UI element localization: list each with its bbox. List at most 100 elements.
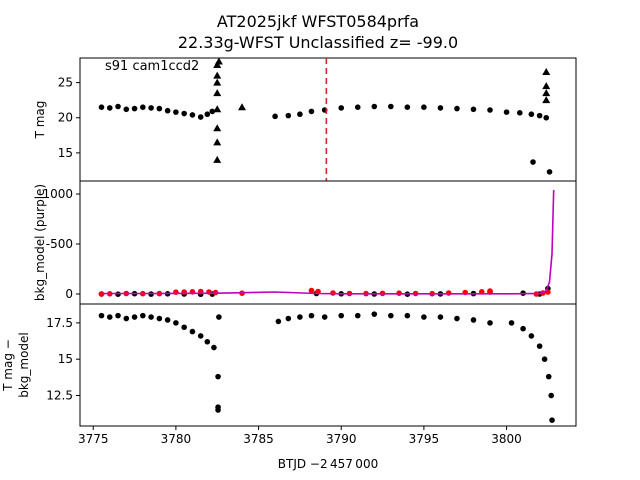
panel-3-data-point bbox=[548, 392, 554, 399]
panel-3-data-point bbox=[528, 333, 535, 339]
x-tick-label: 3795 bbox=[409, 432, 440, 446]
panel-1-data-point bbox=[209, 108, 216, 115]
panel-1-data-point bbox=[516, 110, 523, 116]
panel-1-data-point bbox=[148, 105, 154, 111]
panel-3-data-point bbox=[437, 314, 444, 320]
panel-3-y-tick-label: 17.5 bbox=[46, 316, 73, 330]
panel-3-data-point bbox=[156, 315, 163, 322]
panel-3-data-point bbox=[115, 312, 121, 319]
panel-1-data-point bbox=[98, 104, 105, 110]
panel-2-data-point bbox=[98, 291, 105, 297]
panel-1-triangle-point bbox=[213, 71, 222, 79]
panel-1-data-point bbox=[140, 104, 146, 110]
panel-1-data-point bbox=[503, 109, 510, 115]
panel-3-data-point bbox=[123, 315, 130, 322]
panel-3-data-point bbox=[148, 314, 154, 320]
panel-3-data-point bbox=[454, 315, 460, 322]
panel-1-data-point bbox=[536, 112, 543, 119]
panel-2-frame bbox=[79, 180, 577, 305]
panel-3-data-point bbox=[106, 314, 113, 320]
panel-1-data-point bbox=[454, 105, 460, 112]
panel-2-y-tick-label: -1000 bbox=[38, 187, 73, 201]
panel-3-data-point bbox=[354, 312, 361, 319]
chart-title: AT2025jkf WFST0584prfa bbox=[217, 12, 419, 31]
panel-3-data-point bbox=[189, 328, 196, 335]
panel-1-data-point bbox=[115, 103, 121, 110]
panel-1-data-point bbox=[123, 106, 130, 113]
panel-3-data-point bbox=[297, 314, 303, 320]
panel-3-y-tick-label: 12.5 bbox=[46, 389, 73, 403]
panel-1-data-point bbox=[371, 103, 378, 110]
panel-1-data-point bbox=[338, 105, 345, 111]
panel-1-triangle-point bbox=[213, 155, 222, 163]
panel-1-frame bbox=[79, 57, 577, 182]
panel-3-data-point bbox=[338, 312, 345, 319]
panel-3-data-point bbox=[388, 312, 394, 319]
panel-1-data-point bbox=[297, 111, 303, 118]
x-tick-label: 3800 bbox=[491, 432, 522, 446]
panel-3-data-point bbox=[216, 314, 222, 320]
panel-1-data-point bbox=[164, 107, 171, 114]
field-annotation: s91 cam1ccd2 bbox=[105, 59, 199, 74]
panel-1-data-point bbox=[204, 111, 211, 118]
panel-3-data-point bbox=[98, 312, 105, 319]
panel-3-data-point bbox=[140, 312, 146, 319]
panel-1-triangle-point bbox=[542, 82, 551, 90]
panel-3-data-point bbox=[321, 314, 328, 320]
panel-3-data-point bbox=[197, 333, 204, 339]
panel-1-triangle-point bbox=[542, 96, 551, 104]
panel-3-data-point bbox=[536, 343, 543, 349]
panel-2-data-point bbox=[487, 288, 493, 294]
panel-3-data-point bbox=[204, 338, 211, 345]
x-tick-label: 3780 bbox=[161, 432, 192, 446]
panel-1-data-point bbox=[487, 107, 493, 113]
x-tick-label: 3775 bbox=[78, 432, 109, 446]
panel-1-triangle-point bbox=[213, 89, 222, 97]
panel-1-data-point bbox=[308, 108, 315, 115]
panel-3-y-axis-label: T mag − bbox=[1, 339, 15, 392]
panel-1-data-point bbox=[388, 103, 394, 110]
panel-1-y-axis-label: T mag bbox=[33, 101, 47, 140]
panel-3-y-axis-label: bkg_model bbox=[17, 332, 31, 398]
panel-3-data-point bbox=[470, 317, 477, 323]
panel-2-model-line bbox=[101, 189, 555, 295]
panel-1-triangle-point bbox=[213, 78, 222, 86]
panel-3-data-point bbox=[541, 356, 548, 362]
panel-2-y-axis-label: bkg_model (purple) bbox=[33, 184, 47, 301]
panel-1-data-point bbox=[272, 113, 278, 120]
panel-3-data-point bbox=[421, 314, 427, 320]
panel-3-data-point bbox=[275, 318, 282, 325]
panel-1-data-point bbox=[421, 104, 427, 110]
panel-3-data-point bbox=[131, 314, 138, 320]
panel-1-triangle-point bbox=[214, 57, 223, 65]
panel-2-y-tick-label: -500 bbox=[46, 237, 73, 251]
panel-1-triangle-point bbox=[213, 138, 222, 146]
chart-subtitle: 22.33g-WFST Unclassified z= -99.0 bbox=[178, 33, 458, 52]
x-axis-label: BTJD −2 457 000 bbox=[278, 457, 378, 471]
panel-3-data-point bbox=[520, 325, 526, 332]
panel-3-data-point bbox=[164, 317, 171, 323]
panel-3-data-point bbox=[215, 404, 221, 410]
panel-1-data-point bbox=[470, 106, 477, 113]
panel-1-data-point bbox=[543, 114, 550, 121]
x-tick-label: 3790 bbox=[326, 432, 357, 446]
panel-1-data-point bbox=[197, 114, 204, 120]
panel-1-data-point bbox=[546, 169, 553, 175]
panel-1-data-point bbox=[181, 110, 187, 117]
panel-3-data-point bbox=[508, 320, 515, 326]
panel-3-data-point bbox=[215, 373, 221, 380]
panel-1-triangle-point bbox=[542, 89, 551, 97]
panel-1-data-point bbox=[437, 105, 444, 111]
panel-3-data-point bbox=[404, 312, 411, 319]
panel-3-data-point bbox=[211, 344, 217, 351]
panel-1-triangle-point bbox=[213, 61, 222, 69]
panel-3-frame bbox=[79, 303, 577, 427]
panel-2-data-point bbox=[308, 287, 315, 294]
panel-1-triangle-point bbox=[238, 103, 247, 111]
panel-1-data-point bbox=[156, 105, 163, 112]
panel-1-data-point bbox=[528, 111, 535, 118]
panel-1-y-tick-label: 15 bbox=[58, 146, 73, 160]
panel-3-data-point bbox=[371, 311, 378, 317]
